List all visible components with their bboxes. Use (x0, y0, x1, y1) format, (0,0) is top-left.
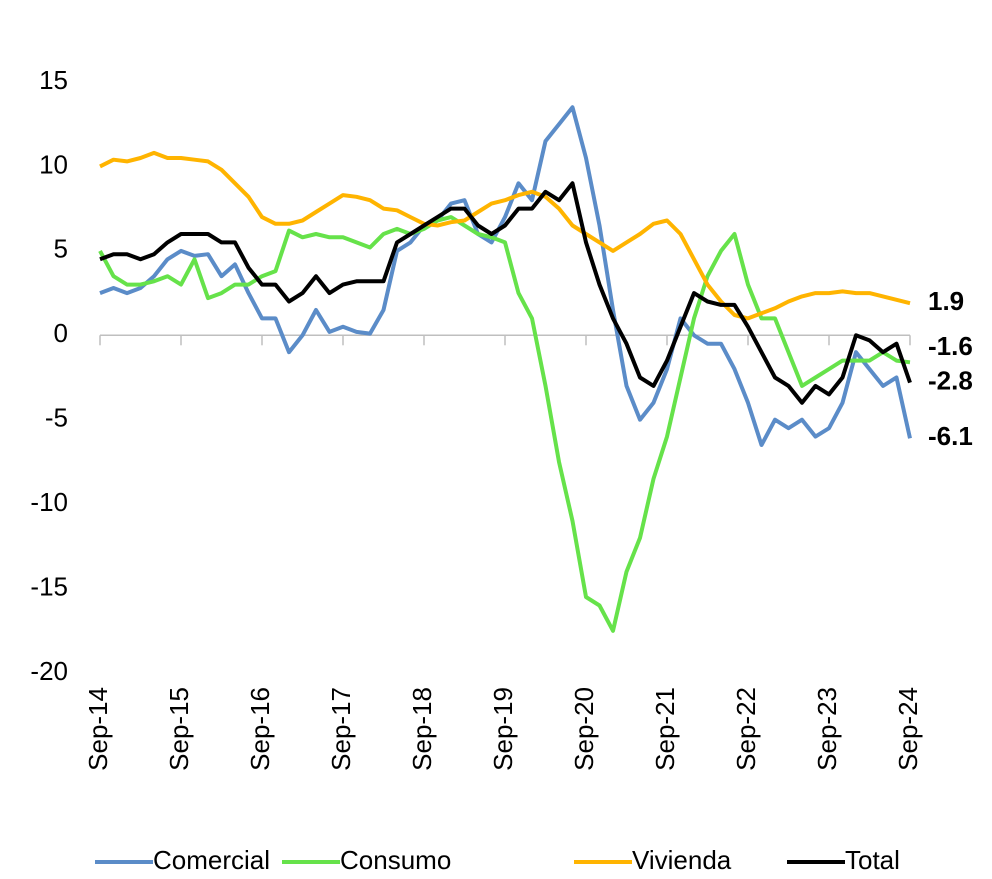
y-tick-label: 15 (39, 65, 68, 95)
y-tick-label: -20 (30, 656, 68, 686)
x-tick-label: Sep-15 (164, 687, 194, 771)
y-tick-label: -5 (45, 403, 68, 433)
end-label: -1.6 (928, 331, 973, 361)
y-tick-label: 10 (39, 149, 68, 179)
x-tick-label: Sep-19 (488, 687, 518, 771)
end-label: -2.8 (928, 365, 973, 395)
end-label: -6.1 (928, 421, 973, 451)
line-series (98, 215, 911, 633)
legend-label: Total (845, 845, 900, 875)
x-tick-label: Sep-22 (731, 687, 761, 771)
y-tick-label: 5 (54, 234, 68, 264)
y-tick-label: 0 (54, 318, 68, 348)
y-tick-label: -15 (30, 571, 68, 601)
line-series (99, 181, 912, 405)
legend-label: Comercial (153, 845, 270, 875)
legend: Comercial Consumo Vivienda Total (95, 845, 900, 875)
line-series (99, 105, 912, 447)
x-tick-label: Sep-24 (893, 687, 923, 771)
x-tick-label: Sep-14 (83, 687, 113, 771)
legend-label: Consumo (340, 845, 451, 875)
x-tick-label: Sep-17 (326, 687, 356, 771)
end-label: 1.9 (928, 286, 964, 316)
y-tick-label: -10 (30, 487, 68, 517)
line-series (99, 150, 911, 321)
x-tick-label: Sep-21 (650, 687, 680, 771)
x-tick-label: Sep-16 (245, 687, 275, 771)
x-tick-label: Sep-20 (569, 687, 599, 771)
x-tick-label: Sep-18 (407, 687, 437, 771)
x-tick-label: Sep-23 (812, 687, 842, 771)
legend-label: Vivienda (632, 845, 732, 875)
